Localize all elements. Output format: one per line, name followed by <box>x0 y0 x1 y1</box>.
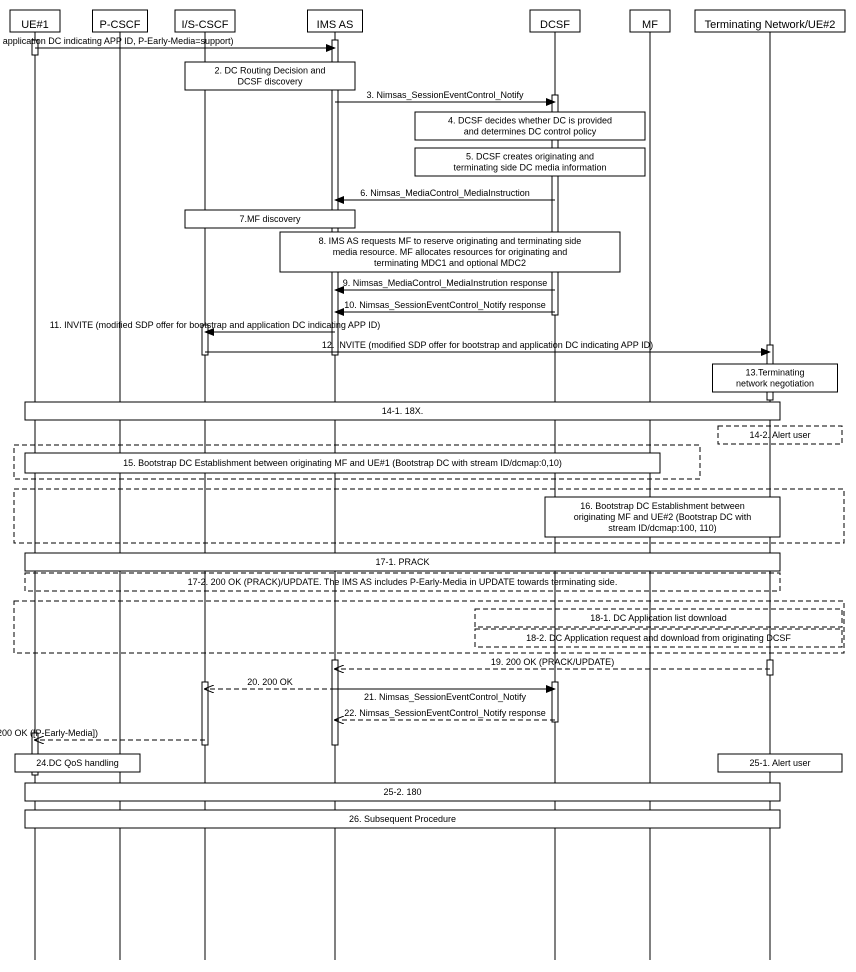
svg-text:15. Bootstrap DC Establishment: 15. Bootstrap DC Establishment between o… <box>123 458 562 468</box>
svg-text:18-2. DC Application request a: 18-2. DC Application request and downloa… <box>526 633 791 643</box>
svg-text:originating MF and UE#2 (Boots: originating MF and UE#2 (Bootstrap DC wi… <box>574 512 752 522</box>
svg-text:26. Subsequent Procedure: 26. Subsequent Procedure <box>349 814 456 824</box>
svg-text:14-2. Alert user: 14-2. Alert user <box>749 430 810 440</box>
sequence-diagram: 1. INVITE (SDP offer for bootstrap and a… <box>0 0 856 972</box>
svg-text:P-CSCF: P-CSCF <box>100 19 141 31</box>
svg-text:media resource. MF allocates r: media resource. MF allocates resources f… <box>333 247 568 257</box>
svg-text:network negotiation: network negotiation <box>736 379 814 389</box>
svg-text:16. Bootstrap DC Establishment: 16. Bootstrap DC Establishment between <box>580 501 745 511</box>
svg-text:21. Nimsas_SessionEventControl: 21. Nimsas_SessionEventControl_Notify <box>364 692 527 702</box>
svg-text:12. INVITE (modified SDP offer: 12. INVITE (modified SDP offer for boots… <box>322 340 653 350</box>
svg-text:23. 200 OK ([P-Early-Media]): 23. 200 OK ([P-Early-Media]) <box>0 728 98 738</box>
svg-text:20. 200 OK: 20. 200 OK <box>247 677 293 687</box>
svg-text:DCSF: DCSF <box>540 19 570 31</box>
svg-text:17-1. PRACK: 17-1. PRACK <box>375 557 429 567</box>
svg-text:UE#1: UE#1 <box>21 19 49 31</box>
svg-text:and determines DC control poli: and determines DC control policy <box>464 127 597 137</box>
svg-text:MF: MF <box>642 19 658 31</box>
svg-text:11. INVITE (modified SDP offer: 11. INVITE (modified SDP offer for boots… <box>50 320 381 330</box>
svg-text:18-1. DC Application list down: 18-1. DC Application list download <box>590 613 727 623</box>
svg-text:24.DC QoS handling: 24.DC QoS handling <box>36 758 119 768</box>
svg-text:19. 200 OK (PRACK/UPDATE): 19. 200 OK (PRACK/UPDATE) <box>491 657 614 667</box>
svg-text:2. DC Routing Decision and: 2. DC Routing Decision and <box>214 66 325 76</box>
svg-text:Terminating Network/UE#2: Terminating Network/UE#2 <box>705 19 836 31</box>
svg-text:3. Nimsas_SessionEventControl_: 3. Nimsas_SessionEventControl_Notify <box>366 90 524 100</box>
svg-text:8. IMS AS requests MF to rese: 8. IMS AS requests MF to reserve origina… <box>319 236 582 246</box>
svg-text:7.MF discovery: 7.MF discovery <box>239 214 301 224</box>
svg-text:25-1. Alert user: 25-1. Alert user <box>749 758 810 768</box>
svg-text:14-1. 18X.: 14-1. 18X. <box>382 406 424 416</box>
svg-text:1. INVITE (SDP offer for boots: 1. INVITE (SDP offer for bootstrap and a… <box>0 36 233 46</box>
svg-text:9. Nimsas_MediaControl_MediaIn: 9. Nimsas_MediaControl_MediaInstrution r… <box>343 278 548 288</box>
svg-text:10. Nimsas_SessionEventControl: 10. Nimsas_SessionEventControl_Notify re… <box>344 300 546 310</box>
svg-text:terminating MDC1 and optional: terminating MDC1 and optional MDC2 <box>374 258 526 268</box>
svg-text:terminating side DC media info: terminating side DC media information <box>453 163 606 173</box>
svg-text:25-2. 180: 25-2. 180 <box>383 787 421 797</box>
svg-text:17-2. 200 OK (PRACK)/UPDATE. T: 17-2. 200 OK (PRACK)/UPDATE. The IMS AS … <box>188 577 618 587</box>
svg-text:6. Nimsas_MediaControl_MediaIn: 6. Nimsas_MediaControl_MediaInstruction <box>360 188 530 198</box>
svg-text:5. DCSF creates originating an: 5. DCSF creates originating and <box>466 152 594 162</box>
svg-text:stream ID/dcmap:100, 110): stream ID/dcmap:100, 110) <box>608 523 716 533</box>
svg-text:IMS AS: IMS AS <box>317 19 354 31</box>
svg-text:4. DCSF decides whether DC is: 4. DCSF decides whether DC is provided <box>448 116 612 126</box>
svg-text:22. Nimsas_SessionEventControl: 22. Nimsas_SessionEventControl_Notify re… <box>344 708 546 718</box>
svg-text:DCSF discovery: DCSF discovery <box>237 77 303 87</box>
svg-text:I/S-CSCF: I/S-CSCF <box>181 19 228 31</box>
svg-text:13.Terminating: 13.Terminating <box>745 368 804 378</box>
